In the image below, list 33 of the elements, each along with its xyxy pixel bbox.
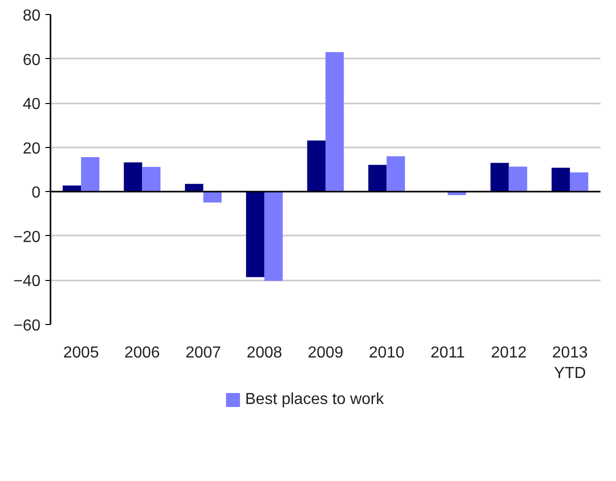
x-tick-label: 2008 [246,344,282,362]
bar [326,52,344,192]
bar [570,172,588,192]
bar [368,164,387,192]
x-tick-label: 2012 [491,344,527,362]
x-tick-label: 2010 [368,344,405,362]
bar [246,192,264,278]
bar [490,162,509,192]
bar [386,156,405,192]
y-tick-label: 80 [22,8,41,24]
y-tick-label: 40 [22,96,41,114]
y-tick-label: −40 [13,273,41,290]
bar [203,192,222,202]
x-tick-label: 2009 [308,344,344,362]
x-tick-label: 2011 [430,344,466,362]
bar [142,166,160,192]
legend-label: Best places to work [245,390,384,410]
bar [264,192,283,281]
y-tick-label: −60 [13,318,41,334]
y-tick-label: 20 [22,140,41,158]
y-tick-label: 60 [22,52,41,69]
bar [508,166,528,192]
x-tick-label: 2013 YTD [552,344,588,382]
bar [124,162,142,192]
bar [552,168,570,192]
y-tick-label: −20 [13,228,41,246]
bar [307,140,326,192]
x-tick-label: 2007 [185,344,222,362]
bar [184,184,204,192]
x-tick-label: 2005 [63,344,99,362]
bar [81,157,100,192]
y-tick-label: 0 [32,184,41,202]
x-tick-label: 2006 [124,344,160,362]
